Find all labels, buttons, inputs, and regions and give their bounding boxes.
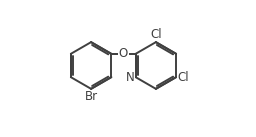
Text: N: N bbox=[125, 71, 134, 84]
Text: Cl: Cl bbox=[150, 28, 162, 41]
Text: O: O bbox=[119, 47, 128, 60]
Text: Br: Br bbox=[84, 90, 98, 103]
Text: Cl: Cl bbox=[178, 71, 189, 84]
